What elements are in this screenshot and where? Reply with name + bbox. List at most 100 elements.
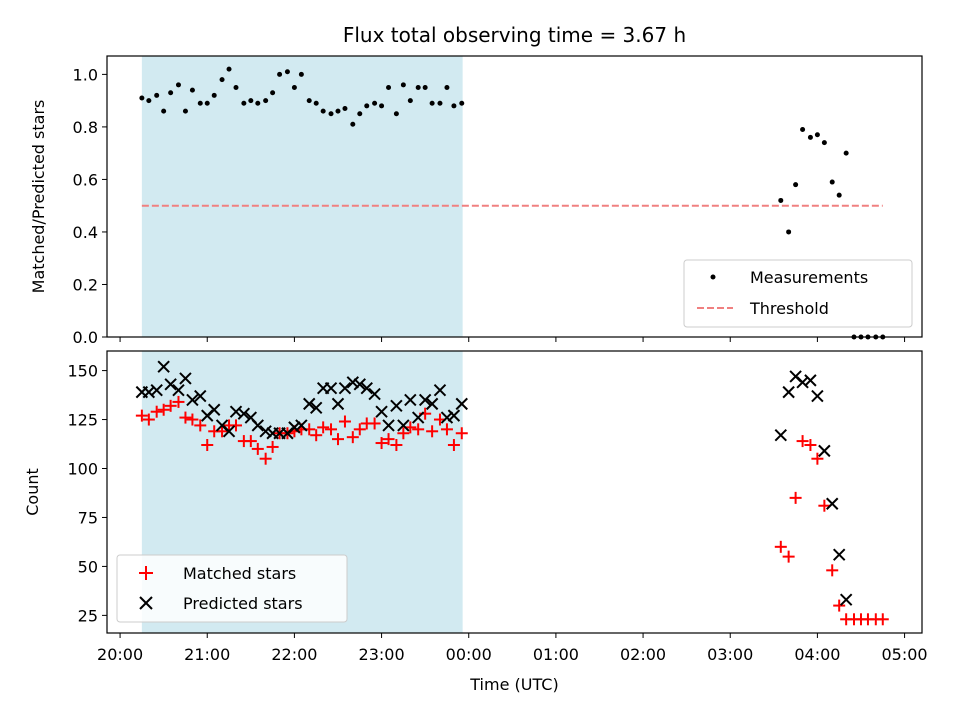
matched-star-point — [201, 439, 214, 451]
predicted-star-point — [164, 378, 177, 391]
predicted-star-point — [418, 393, 432, 407]
measurement-point — [829, 179, 835, 185]
measurement-point — [328, 111, 334, 117]
predicted-star-point — [172, 383, 185, 397]
predicted-star-point — [433, 383, 447, 397]
predicted-star-point — [832, 548, 846, 561]
matched-star-point — [338, 415, 351, 428]
predicted-star-point — [796, 376, 809, 389]
predicted-star-point — [382, 419, 395, 432]
matched-star-point — [164, 399, 177, 412]
top-legend-box — [683, 259, 913, 328]
matched-star-point — [447, 439, 460, 451]
chart-title: Flux total observing time = 3.67 h — [343, 23, 686, 47]
measurement-point — [415, 85, 421, 91]
measurement-point — [284, 69, 290, 75]
matched-star-point — [186, 413, 199, 426]
measurement-point — [807, 134, 813, 140]
matched-star-point — [331, 433, 344, 446]
top-y-tick-label: 0.0 — [73, 328, 98, 347]
measurement-point — [335, 108, 341, 114]
matched-star-point — [397, 427, 410, 440]
measurement-point — [429, 100, 435, 106]
measurement-point — [211, 92, 217, 98]
measurement-point — [219, 77, 225, 83]
matched-star-point — [194, 419, 207, 432]
matched-star-point — [157, 403, 170, 416]
matched-star-point — [774, 540, 787, 553]
predicted-star-point — [774, 429, 787, 442]
measurement-point — [233, 85, 239, 91]
matched-star-point — [325, 423, 338, 436]
measurement-point — [778, 197, 784, 203]
measurement-point — [291, 85, 297, 91]
predicted-star-point — [324, 382, 338, 395]
matched-star-point — [833, 599, 846, 612]
matched-star-point — [426, 425, 439, 438]
matched-star-point — [216, 425, 229, 438]
top-legend: Measurements Threshold — [683, 259, 913, 328]
top-y-tick-label: 0.4 — [73, 223, 98, 242]
matched-star-point — [412, 423, 425, 436]
measurement-point — [342, 106, 348, 112]
matched-star-point — [804, 439, 817, 451]
measurement-point — [139, 95, 145, 101]
matched-star-point — [876, 613, 889, 626]
measurement-point — [277, 71, 283, 77]
matched-star-point — [230, 419, 243, 432]
matched-star-point — [390, 439, 403, 451]
measurement-point — [263, 98, 269, 104]
matched-star-point — [811, 452, 824, 465]
matched-star-point — [172, 395, 185, 408]
predicted-star-point — [179, 372, 192, 385]
predicted-star-point — [288, 421, 301, 434]
matched-star-point — [375, 437, 388, 450]
bottom-y-tick-label: 100 — [67, 460, 98, 479]
matched-star-point — [789, 491, 802, 504]
x-axis-label: Time (UTC) — [469, 675, 558, 694]
matched-star-point — [179, 411, 192, 424]
predicted-star-point — [251, 419, 265, 432]
bottom-x-axis: 20:00 21:00 22:00 23:00 00:00 01:00 02:00 03:00… — [97, 633, 928, 664]
x-tick-label: 20:00 — [97, 645, 143, 664]
measurement-point — [168, 90, 174, 96]
predicted-star-point — [237, 407, 251, 420]
matched-star-point — [440, 423, 453, 436]
x-tick-label: 02:00 — [620, 645, 666, 664]
predicted-star-point — [338, 382, 352, 395]
measurement-point — [386, 85, 392, 91]
predicted-star-point — [404, 393, 417, 407]
predicted-star-point — [390, 399, 403, 413]
measurement-point — [226, 66, 232, 72]
measurement-point — [393, 111, 399, 117]
predicted-star-point — [229, 405, 243, 418]
top-x-axis-ticks — [119, 337, 906, 342]
predicted-star-point — [208, 403, 221, 416]
top-y-tick-label: 0.6 — [73, 170, 98, 189]
matched-star-point — [796, 435, 809, 448]
bottom-y-tick-label: 150 — [67, 362, 98, 381]
measurement-point — [451, 103, 457, 109]
x-tick-label: 03:00 — [707, 645, 753, 664]
measurement-point — [146, 98, 152, 104]
measurements-series — [139, 66, 886, 340]
matched-star-point — [251, 442, 264, 455]
measurement-point — [306, 98, 312, 104]
predicted-star-point — [811, 389, 824, 403]
legend-label-predicted: Predicted stars — [183, 594, 303, 613]
measurement-point — [298, 71, 304, 77]
predicted-star-point — [440, 411, 454, 424]
measurement-point — [182, 108, 188, 114]
predicted-star-point — [353, 378, 366, 391]
bottom-plot-frame — [106, 350, 923, 634]
measurement-point — [350, 121, 356, 127]
matched-star-point — [455, 427, 468, 440]
x-tick-label: 22:00 — [271, 645, 317, 664]
predicted-star-point — [142, 385, 156, 399]
matched-star-point — [368, 417, 381, 430]
legend-marker-matched — [139, 566, 153, 580]
measurement-point — [204, 100, 210, 106]
bottom-y-tick-label: 75 — [78, 508, 98, 527]
legend-label-matched: Matched stars — [183, 564, 296, 583]
